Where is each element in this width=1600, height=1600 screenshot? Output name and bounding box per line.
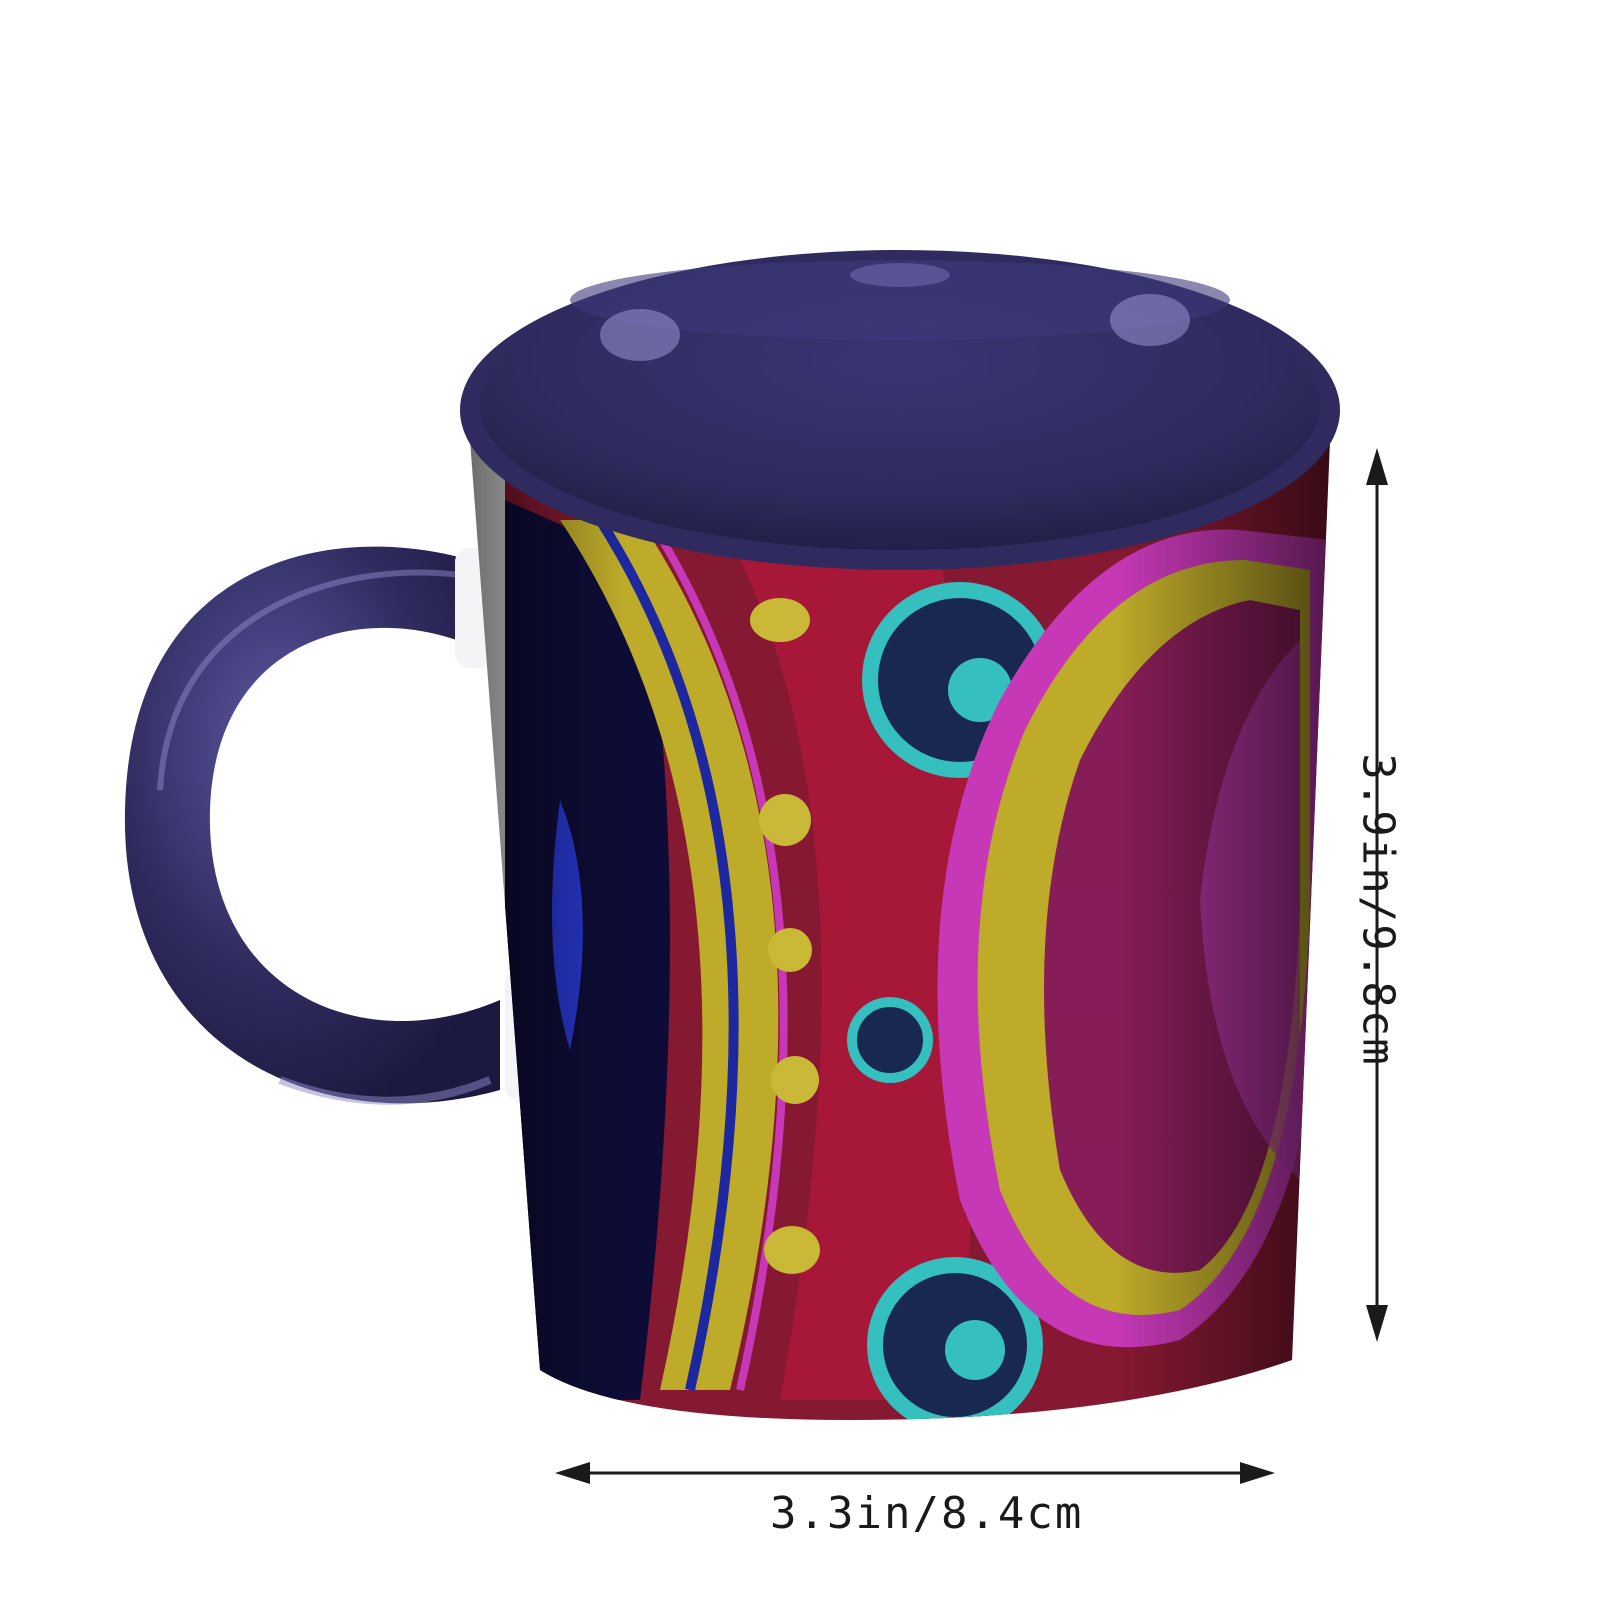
mug-rim — [460, 250, 1340, 570]
width-dimension-arrow — [555, 1462, 1275, 1484]
mug-handle — [124, 546, 545, 1105]
mug-body — [470, 440, 1330, 1420]
height-dimension-label: 3.9in/9.8cm — [1352, 753, 1404, 1067]
height-dimension-arrow — [1366, 448, 1388, 1342]
width-dimension-label: 3.3in/8.4cm — [770, 1488, 1084, 1539]
